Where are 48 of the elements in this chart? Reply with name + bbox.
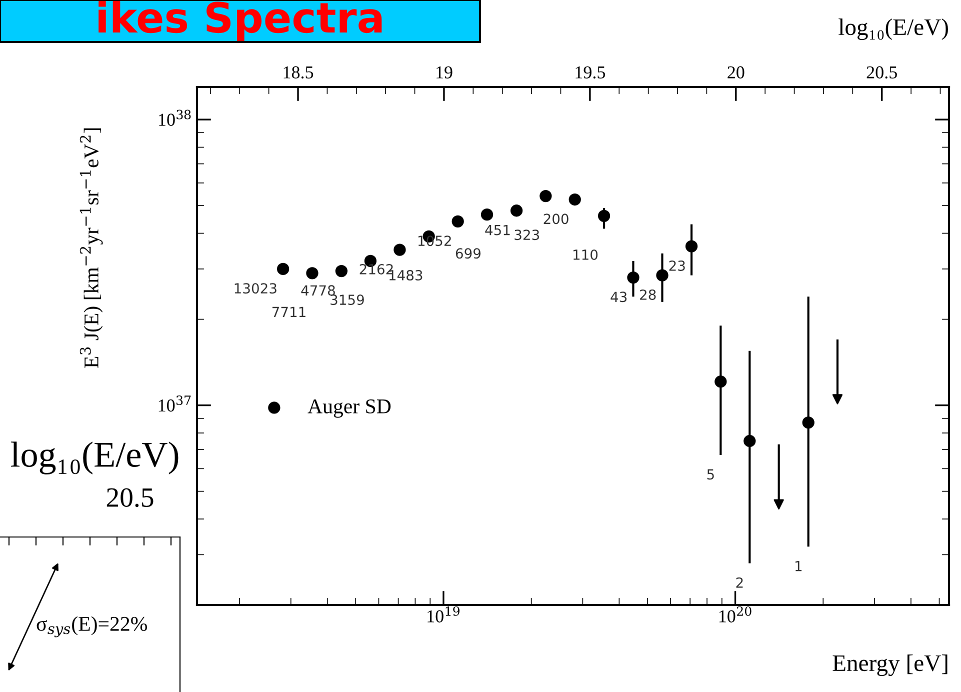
annotation: 699	[456, 248, 480, 259]
annotation: 43	[610, 292, 627, 302]
chart-title: ikes Spectra	[98, 0, 382, 42]
annotation: 7711	[272, 306, 306, 318]
x-axis-title: Energy [eV]	[832, 654, 948, 676]
point	[714, 376, 727, 388]
point	[480, 208, 494, 221]
annotation: 3159	[330, 294, 364, 306]
x2-tick-label: 20.5	[866, 66, 897, 79]
x2-tick-label: 19	[436, 66, 452, 78]
annotation: 451	[485, 224, 510, 236]
x-tick-label: 10$^{19}$	[428, 606, 460, 622]
annotation: 323	[514, 230, 540, 240]
annotation: 1	[795, 560, 802, 572]
annotation: 13023	[234, 283, 276, 294]
point	[452, 215, 464, 228]
point	[276, 262, 290, 276]
text: E$^{3}$ J(E) [km$^{−2}$yr$^{−1}$sr$^{−1}$eV$^{2}$]	[80, 128, 103, 368]
annotation: 2	[736, 577, 743, 588]
text: log₁₀(E/eV)	[10, 442, 178, 474]
point	[685, 240, 698, 252]
annotation: 1052	[418, 236, 451, 246]
legend-label: Auger SD	[308, 399, 391, 418]
point	[540, 190, 552, 202]
annotation: 28	[640, 289, 656, 300]
annotation: 200	[544, 214, 568, 224]
x-tick-label: 10$^{20}$	[719, 606, 752, 622]
x2-tick-label: 20	[728, 66, 744, 78]
point	[394, 244, 406, 256]
point	[568, 193, 581, 206]
point	[510, 204, 523, 217]
point	[306, 267, 318, 280]
point	[656, 269, 668, 282]
y-tick-label: 10$^{38}$	[159, 110, 191, 126]
y-tick-label: 10$^{37}$	[158, 395, 191, 412]
x2-axis-title: log₁₀(E/eV)	[838, 18, 948, 40]
annotation: 110	[573, 249, 598, 260]
text: σ$_{sys}$(E)=22%	[36, 616, 147, 638]
annotation: 4778	[301, 285, 335, 296]
point	[744, 434, 756, 448]
point	[598, 210, 610, 222]
annotation: 23	[669, 260, 685, 271]
annotation: 5	[707, 469, 714, 480]
point	[627, 271, 640, 284]
text: 20.5	[106, 488, 154, 508]
x2-tick-label: 19.5	[576, 66, 606, 79]
x2-tick-label: 18.5	[284, 66, 314, 79]
point	[335, 264, 348, 278]
